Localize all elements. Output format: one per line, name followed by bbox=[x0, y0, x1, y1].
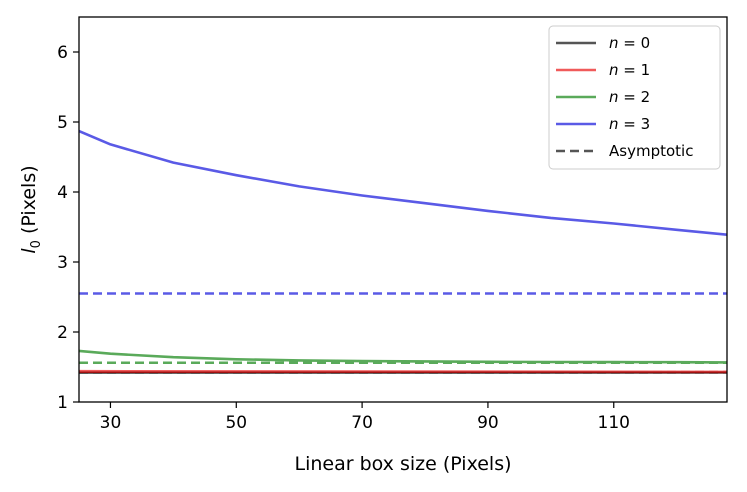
x-tick-label: 110 bbox=[598, 413, 630, 433]
axes-layer: 30 50 70 90 110 1 2 3 4 5 6 Linear box size (Pixels… bbox=[18, 16, 728, 475]
legend-var: n bbox=[609, 115, 619, 133]
x-tick-label: 70 bbox=[351, 413, 373, 433]
legend-value: = 2 bbox=[619, 88, 651, 106]
legend-var: n bbox=[609, 61, 619, 79]
legend-box bbox=[548, 25, 721, 170]
y-tick-label: 6 bbox=[57, 43, 68, 63]
legend-value: = 0 bbox=[619, 34, 651, 52]
plot-frame bbox=[78, 16, 728, 403]
legend-value: = 1 bbox=[619, 61, 651, 79]
legend-label-0: n = 0 bbox=[609, 34, 650, 52]
y-axis-subscript: 0 bbox=[29, 240, 44, 248]
y-axis-unit: (Pixels) bbox=[18, 165, 40, 240]
x-tick-label: 90 bbox=[477, 413, 499, 433]
y-tick-label: 5 bbox=[57, 113, 68, 133]
legend-var: n bbox=[609, 88, 619, 106]
y-axis-title: l0 (Pixels) bbox=[18, 165, 44, 253]
legend-label-2: n = 2 bbox=[609, 88, 650, 106]
legend-label-3: n = 3 bbox=[609, 115, 650, 133]
y-tick-label: 4 bbox=[57, 183, 68, 203]
y-tick-label: 1 bbox=[57, 393, 68, 413]
y-axis-symbol: l bbox=[18, 248, 40, 254]
x-tick-label: 30 bbox=[100, 413, 122, 433]
series-line-2 bbox=[79, 349, 727, 364]
x-axis-title: Linear box size (Pixels) bbox=[294, 453, 511, 475]
legend-value: = 3 bbox=[619, 115, 651, 133]
legend-label-4: Asymptotic bbox=[609, 142, 693, 160]
series-line-3 bbox=[79, 129, 727, 236]
legend-label-1: n = 1 bbox=[609, 61, 650, 79]
x-tick-label: 50 bbox=[225, 413, 247, 433]
y-tick-label: 3 bbox=[57, 253, 68, 273]
legend-var: n bbox=[609, 34, 619, 52]
y-tick-label: 2 bbox=[57, 323, 68, 343]
series-layer bbox=[79, 129, 727, 374]
